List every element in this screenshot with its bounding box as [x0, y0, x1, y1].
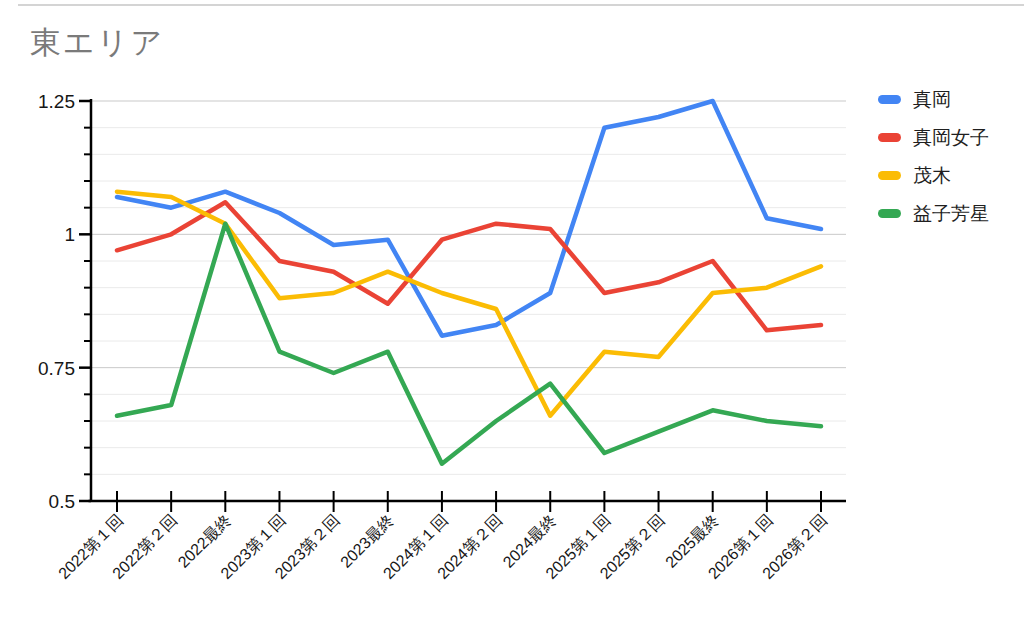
series-lines: [117, 101, 821, 464]
legend-swatch-icon: [878, 171, 901, 180]
y-tick-label: 0.5: [49, 491, 75, 512]
series-line-益子芳星: [117, 224, 821, 464]
legend-item-益子芳星: 益子芳星: [878, 201, 989, 226]
legend-label: 真岡: [913, 87, 951, 113]
legend-swatch-icon: [878, 133, 901, 142]
legend-swatch-icon: [878, 95, 901, 104]
y-tick-label: 0.75: [38, 358, 75, 379]
y-axis-labels: 0.5 0.75 1 1.25: [38, 91, 75, 512]
y-tick-label: 1: [64, 224, 75, 245]
legend-label: 茂木: [913, 163, 951, 189]
legend-label: 真岡女子: [913, 125, 989, 151]
y-axis: [79, 99, 91, 502]
legend-swatch-icon: [878, 209, 901, 218]
x-axis-labels: 2022第１回2022第２回2022最終2023第１回2023第２回2023最終…: [55, 511, 830, 582]
legend-label: 益子芳星: [913, 201, 989, 227]
y-tick-label: 1.25: [38, 91, 75, 112]
legend-item-茂木: 茂木: [878, 163, 989, 188]
chart-legend: 真岡真岡女子茂木益子芳星: [878, 87, 989, 239]
legend-item-真岡: 真岡: [878, 87, 989, 112]
x-axis: [89, 491, 847, 512]
legend-item-真岡女子: 真岡女子: [878, 125, 989, 150]
line-chart: 0.5 0.75 1 1.25 2022第１回2022第２回2022最終2023第１回2…: [0, 0, 1024, 635]
